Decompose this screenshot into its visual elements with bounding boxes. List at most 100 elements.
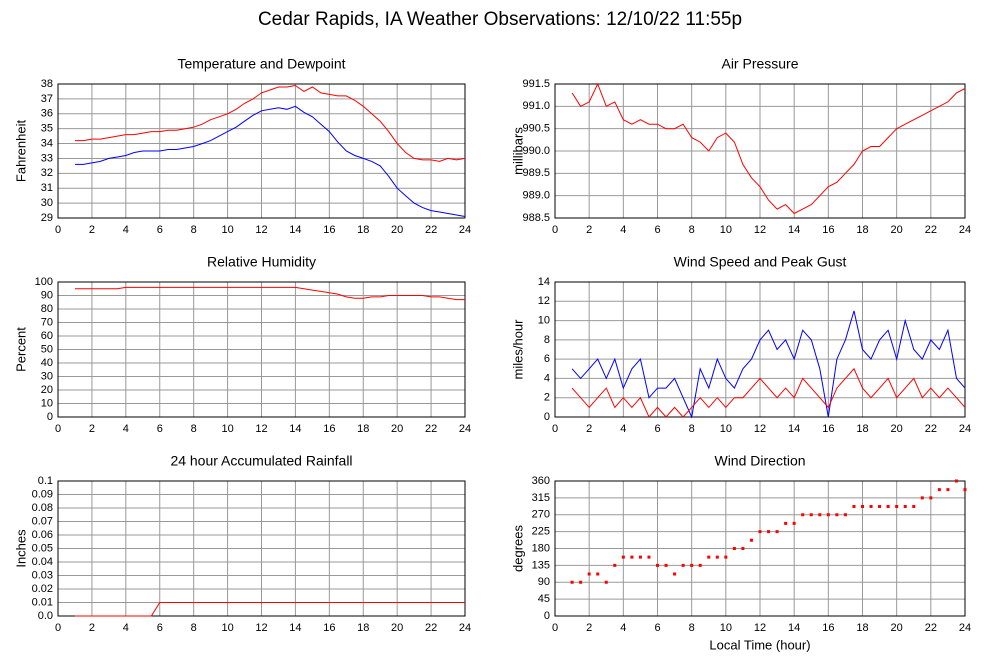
data-point <box>775 530 779 534</box>
data-point <box>878 505 882 508</box>
data-point <box>937 488 941 492</box>
y-tick-label: 31 <box>41 182 53 194</box>
y-tick-label: 50 <box>41 343 53 355</box>
x-tick-label: 10 <box>720 622 732 634</box>
y-tick-label: 0.09 <box>32 488 53 500</box>
x-tick-label: 20 <box>391 622 403 634</box>
y-tick-label: 270 <box>532 509 550 521</box>
data-point <box>801 513 805 517</box>
data-point <box>809 513 813 517</box>
x-tick-label: 2 <box>89 423 95 435</box>
data-point <box>946 488 950 492</box>
x-tick-label: 4 <box>123 224 129 236</box>
x-tick-label: 20 <box>891 622 903 634</box>
y-tick-label: 989.5 <box>522 167 550 179</box>
y-tick-label: 990.5 <box>522 123 550 135</box>
data-point <box>826 513 830 517</box>
x-tick-label: 0 <box>552 622 558 634</box>
x-tick-label: 10 <box>720 423 732 435</box>
y-tick-label: 0.0 <box>38 610 53 622</box>
y-tick-label: 60 <box>41 330 53 342</box>
data-point <box>886 505 890 508</box>
y-tick-label: 225 <box>532 526 550 538</box>
x-tick-label: 8 <box>689 423 695 435</box>
data-point <box>843 513 847 517</box>
y-axis-label: Fahrenheit <box>13 120 28 183</box>
y-tick-label: 991.0 <box>522 100 550 112</box>
y-tick-label: 991.5 <box>522 78 550 90</box>
data-point <box>895 505 899 508</box>
x-tick-label: 20 <box>391 423 403 435</box>
data-point <box>698 563 702 567</box>
x-tick-label: 12 <box>255 622 267 634</box>
data-point <box>596 572 600 576</box>
x-tick-label: 6 <box>654 622 660 634</box>
y-axis-label: millibars <box>510 127 525 175</box>
y-axis-label: degrees <box>510 525 525 572</box>
x-tick-label: 18 <box>856 224 868 236</box>
data-line <box>571 82 966 215</box>
y-tick-label: 36 <box>41 108 53 120</box>
x-tick-label: 16 <box>323 622 335 634</box>
chart-title: Temperature and Dewpoint <box>177 56 345 72</box>
x-tick-label: 14 <box>788 224 800 236</box>
data-point <box>749 538 753 542</box>
x-tick-label: 12 <box>754 224 766 236</box>
x-tick-label: 0 <box>55 622 61 634</box>
y-tick-label: 37 <box>41 93 53 105</box>
y-tick-label: 0 <box>47 411 53 423</box>
x-tick-label: 20 <box>891 224 903 236</box>
x-axis-label: Local Time (hour) <box>709 637 810 652</box>
x-tick-label: 18 <box>357 224 369 236</box>
data-point <box>784 521 788 525</box>
y-tick-label: 0 <box>544 411 550 423</box>
x-tick-label: 22 <box>925 423 937 435</box>
data-point <box>715 555 719 559</box>
x-tick-label: 6 <box>654 224 660 236</box>
x-tick-label: 18 <box>357 622 369 634</box>
chart-title: Relative Humidity <box>207 254 316 270</box>
x-tick-label: 4 <box>620 622 626 634</box>
plot-border <box>57 480 466 617</box>
x-tick-label: 2 <box>586 423 592 435</box>
x-tick-label: 0 <box>552 224 558 236</box>
plot-border <box>57 83 466 219</box>
data-line <box>571 367 966 418</box>
y-tick-label: 0.07 <box>32 515 53 527</box>
x-tick-label: 22 <box>425 423 437 435</box>
data-point <box>630 555 634 559</box>
data-point <box>869 505 873 508</box>
y-tick-label: 0.04 <box>32 556 53 568</box>
data-point <box>656 563 659 567</box>
plot-border <box>554 480 966 617</box>
y-tick-label: 14 <box>538 276 550 288</box>
x-tick-label: 22 <box>925 622 937 634</box>
y-tick-label: 10 <box>41 397 53 409</box>
x-tick-label: 16 <box>822 423 834 435</box>
data-point <box>818 513 822 517</box>
x-tick-label: 22 <box>425 622 437 634</box>
y-tick-label: 0.05 <box>32 542 53 554</box>
data-point <box>681 563 685 567</box>
y-tick-label: 180 <box>532 542 550 554</box>
x-tick-label: 16 <box>323 224 335 236</box>
page-title: Cedar Rapids, IA Weather Observations: 1… <box>258 9 742 30</box>
y-tick-label: 40 <box>41 357 53 369</box>
x-tick-label: 14 <box>289 622 301 634</box>
data-point <box>732 547 736 550</box>
y-tick-label: 100 <box>35 276 53 288</box>
x-tick-label: 8 <box>689 224 695 236</box>
x-tick-label: 6 <box>157 423 163 435</box>
y-tick-label: 6 <box>544 353 550 365</box>
y-tick-label: 30 <box>41 197 53 209</box>
data-line <box>75 602 465 617</box>
data-line <box>571 310 966 419</box>
y-tick-label: 35 <box>41 123 53 135</box>
y-tick-label: 80 <box>41 303 53 315</box>
plot-border <box>554 281 966 418</box>
data-line <box>75 105 466 217</box>
x-tick-label: 24 <box>959 622 971 634</box>
x-tick-label: 24 <box>459 224 471 236</box>
x-tick-label: 4 <box>620 423 626 435</box>
